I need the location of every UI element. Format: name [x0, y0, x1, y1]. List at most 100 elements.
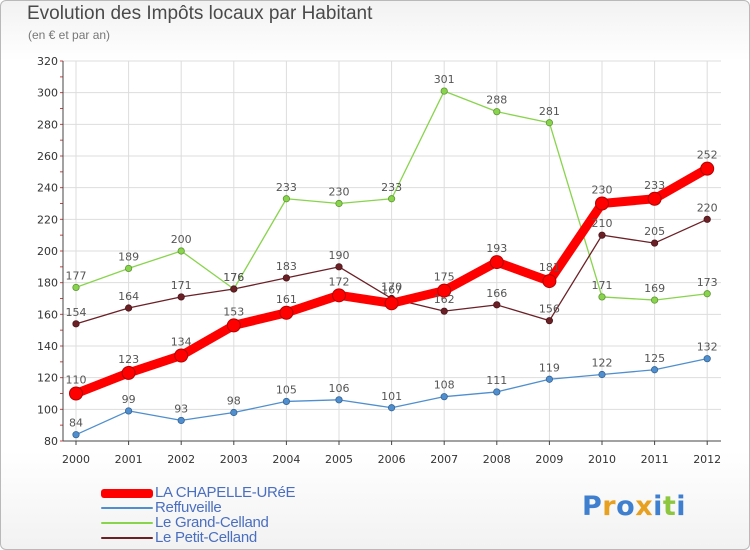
data-point	[279, 305, 294, 320]
data-label: 190	[329, 249, 350, 262]
data-point	[282, 195, 290, 203]
data-label: 153	[223, 305, 244, 318]
x-tick-label: 2004	[272, 453, 300, 466]
data-label: 175	[434, 271, 455, 284]
legend-label: LA CHAPELLE-URéE	[155, 484, 296, 501]
data-point	[332, 288, 346, 303]
data-label: 173	[697, 276, 718, 289]
data-label: 177	[66, 269, 87, 282]
data-point	[72, 431, 80, 439]
legend-swatch	[101, 522, 153, 524]
data-label: 166	[486, 287, 507, 300]
data-point	[650, 239, 659, 247]
data-point	[226, 318, 241, 333]
data-label: 193	[486, 242, 507, 255]
data-point	[177, 416, 185, 425]
y-tick-label: 120	[37, 372, 58, 385]
data-point	[440, 307, 448, 315]
legend-swatch	[101, 488, 153, 498]
logo-letter: t	[662, 491, 677, 522]
data-point	[493, 301, 501, 309]
data-point	[598, 370, 606, 379]
data-point	[703, 290, 711, 298]
data-label: 161	[276, 293, 297, 306]
data-label: 171	[592, 279, 613, 292]
y-tick-label: 320	[37, 55, 58, 68]
chart-title: Evolution des Impôts locaux par Habitant	[27, 3, 373, 24]
y-tick-label: 260	[37, 150, 58, 163]
data-label: 110	[66, 374, 87, 387]
x-tick-label: 2007	[430, 453, 458, 466]
data-point	[703, 355, 711, 363]
x-tick-label: 2005	[325, 453, 353, 466]
data-point	[650, 366, 659, 374]
y-tick-label: 80	[44, 435, 58, 448]
data-label: 167	[381, 283, 402, 296]
data-label: 252	[697, 149, 718, 162]
data-point	[121, 365, 136, 380]
data-point	[647, 191, 662, 206]
data-point	[598, 231, 606, 239]
data-point	[437, 283, 452, 298]
data-label: 108	[434, 379, 455, 392]
data-label: 156	[539, 303, 560, 316]
data-point	[72, 283, 80, 292]
data-point	[125, 407, 133, 415]
data-point	[650, 296, 659, 304]
data-label: 125	[644, 352, 665, 365]
data-point	[282, 274, 290, 282]
data-label: 176	[223, 271, 244, 284]
y-tick-label: 180	[37, 277, 58, 290]
data-label: 98	[227, 395, 241, 408]
data-point	[230, 285, 238, 293]
data-point	[69, 386, 83, 401]
legend-swatch	[101, 507, 153, 509]
data-point	[700, 161, 715, 176]
logo-letter: o	[616, 491, 636, 522]
x-tick-label: 2000	[62, 453, 90, 466]
chart-plot: 80 100 120 140 160 180 200 220 240 260 280 300 320 20…	[37, 55, 721, 466]
data-label: 183	[276, 260, 297, 273]
data-point	[440, 87, 448, 95]
data-point	[387, 195, 396, 203]
legend-label: Le Grand-Celland	[155, 514, 269, 531]
data-label: 230	[592, 184, 613, 197]
data-label: 233	[381, 181, 402, 194]
data-point	[598, 293, 606, 301]
data-point	[72, 320, 80, 328]
data-label: 172	[329, 275, 350, 288]
data-point	[282, 397, 290, 406]
data-label: 288	[486, 94, 507, 107]
legend-label: Le Petit-Celland	[155, 529, 257, 546]
legend-item: Reffuveille	[101, 499, 421, 516]
y-tick-label: 140	[37, 340, 58, 353]
data-label: 99	[122, 393, 136, 406]
data-label: 132	[697, 341, 718, 354]
legend-item: Le Grand-Celland	[101, 514, 421, 531]
logo-letter: i	[676, 491, 687, 522]
legend-item: Le Petit-Celland	[101, 529, 421, 546]
data-label: 210	[592, 217, 613, 230]
data-label: 205	[644, 225, 665, 238]
data-label: 189	[118, 250, 139, 263]
data-point	[440, 393, 448, 401]
data-label: 93	[174, 402, 188, 415]
data-point	[335, 199, 343, 208]
data-label: 181	[539, 261, 560, 274]
legend-item: LA CHAPELLE-URéE	[101, 484, 421, 501]
y-tick-label: 200	[37, 245, 58, 258]
x-tick-label: 2011	[641, 453, 669, 466]
data-label: 233	[644, 179, 665, 192]
data-point	[489, 255, 504, 270]
data-label: 122	[592, 357, 613, 370]
logo-letter: i	[653, 491, 663, 522]
y-tick-label: 300	[37, 87, 58, 100]
data-label: 119	[539, 361, 560, 374]
x-tick-label: 2009	[535, 453, 563, 466]
data-point	[125, 304, 133, 312]
chart-subtitle: (en € et par an)	[28, 28, 111, 42]
data-label: 162	[434, 293, 455, 306]
data-label: 169	[644, 282, 665, 295]
y-tick-label: 100	[37, 403, 58, 416]
logo-letter: P	[582, 491, 603, 522]
